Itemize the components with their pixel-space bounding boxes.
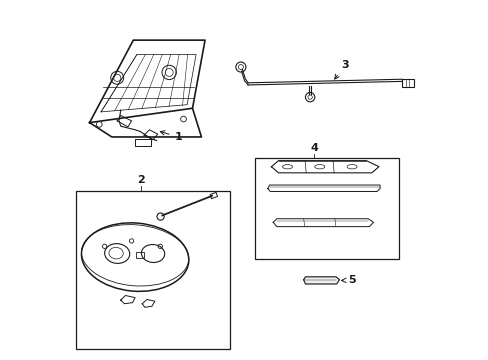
Bar bbox=[255, 158, 398, 259]
Text: 1: 1 bbox=[160, 131, 182, 142]
Text: 5: 5 bbox=[341, 275, 355, 285]
Bar bbox=[76, 191, 230, 348]
Bar bbox=[210, 192, 217, 199]
Bar bbox=[135, 139, 151, 146]
Text: 4: 4 bbox=[310, 143, 318, 153]
Bar bbox=[136, 252, 143, 258]
Text: 3: 3 bbox=[334, 60, 348, 79]
Polygon shape bbox=[303, 277, 339, 284]
Bar bbox=[402, 79, 413, 87]
Text: 2: 2 bbox=[136, 175, 144, 185]
